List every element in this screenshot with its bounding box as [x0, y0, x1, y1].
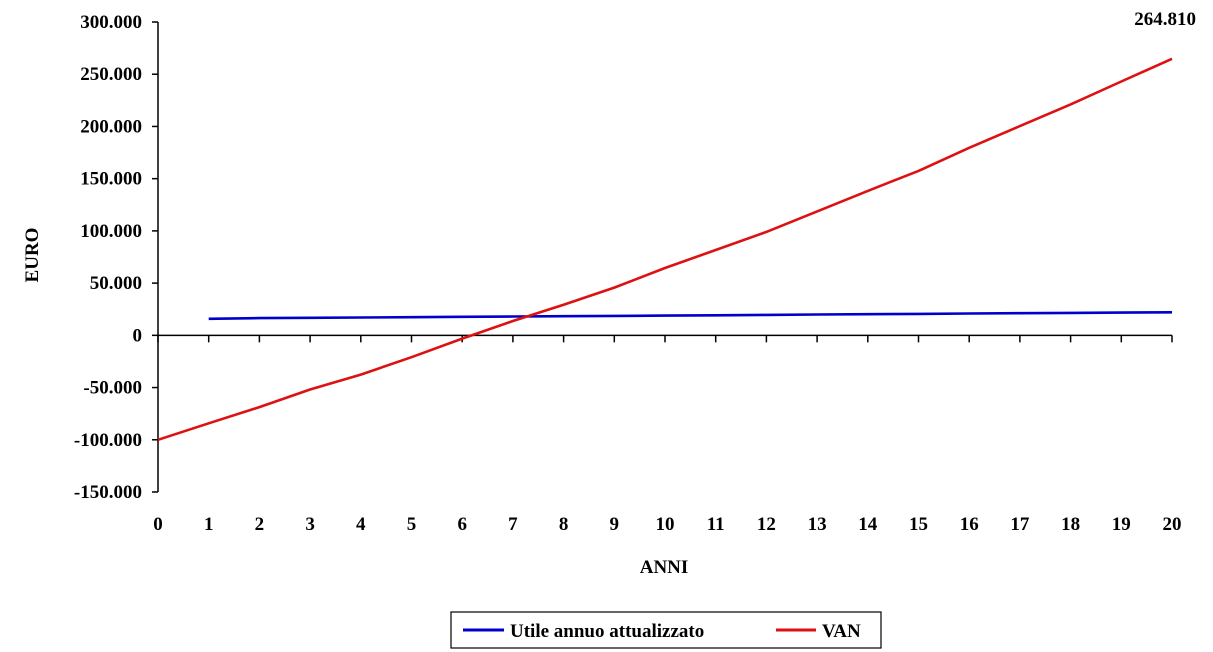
x-tick-label: 15 [909, 514, 928, 535]
series-line-utile [208, 311, 1173, 321]
y-tick-label: -50.000 [83, 378, 142, 399]
y-tick-label: 0 [133, 325, 143, 346]
y-axis-ticks: -150.000 -100.000 -50.000 0 50.000 100.000 150… [74, 12, 158, 503]
x-tick-label: 4 [356, 514, 366, 535]
x-tick-label: 13 [808, 514, 827, 535]
x-tick-label: 5 [407, 514, 417, 535]
x-tick-label: 10 [656, 514, 675, 535]
y-tick-label: 300.000 [80, 12, 142, 33]
x-tick-label: 18 [1061, 514, 1080, 535]
y-axis-label: EURO [22, 228, 43, 283]
x-tick-label: 11 [707, 514, 725, 535]
x-axis-label: ANNI [640, 557, 689, 578]
x-tick-label: 1 [204, 514, 214, 535]
series-layer [157, 57, 1173, 442]
x-tick-label: 6 [457, 514, 467, 535]
x-tick-label: 2 [255, 514, 265, 535]
x-tick-label: 20 [1163, 514, 1182, 535]
x-tick-label: 3 [305, 514, 315, 535]
legend: Utile annuo attualizzato VAN [450, 611, 882, 649]
annotation-layer: 264.810 [1134, 9, 1196, 30]
axes [157, 22, 1172, 492]
y-tick-label: -100.000 [74, 430, 142, 451]
x-tick-label: 12 [757, 514, 776, 535]
y-tick-label: 100.000 [80, 221, 142, 242]
y-tick-label: -150.000 [74, 482, 142, 503]
x-tick-label: 14 [858, 514, 878, 535]
x-tick-label: 9 [610, 514, 620, 535]
x-tick-label: 7 [508, 514, 518, 535]
y-tick-label: 50.000 [90, 273, 142, 294]
series-line-van [157, 57, 1173, 442]
legend-label-utile: Utile annuo attualizzato [510, 621, 704, 642]
y-tick-label: 150.000 [80, 169, 142, 190]
x-axis-ticks: 0 1 2 3 4 5 6 7 8 9 10 11 12 13 14 15 16 17 18 19 20 [153, 335, 1182, 535]
x-tick-label: 17 [1010, 514, 1030, 535]
x-tick-label: 16 [960, 514, 979, 535]
x-tick-label: 19 [1112, 514, 1131, 535]
y-tick-label: 250.000 [80, 64, 142, 85]
x-tick-label: 8 [559, 514, 569, 535]
x-tick-label: 0 [153, 514, 163, 535]
legend-label-van: VAN [822, 621, 861, 642]
data-label: 264.810 [1134, 9, 1196, 30]
y-tick-label: 200.000 [80, 116, 142, 137]
